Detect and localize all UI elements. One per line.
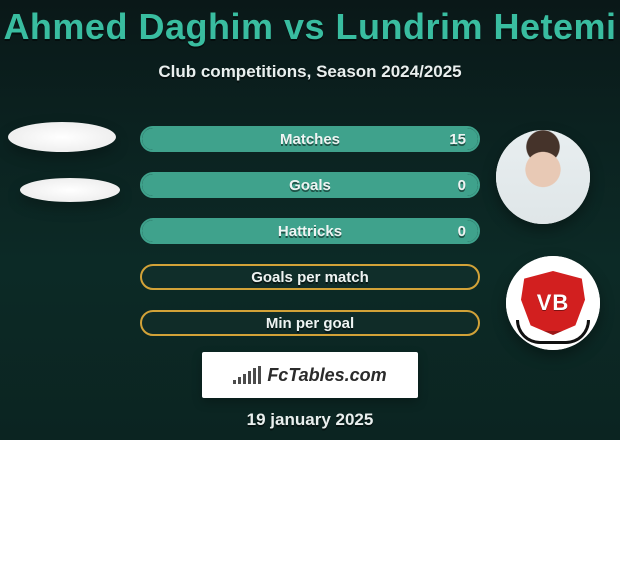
- stat-row: Goals0: [140, 172, 480, 198]
- page-title: Ahmed Daghim vs Lundrim Hetemi: [0, 0, 620, 48]
- date-label: 19 january 2025: [0, 410, 620, 430]
- stat-row: Hattricks0: [140, 218, 480, 244]
- stat-label: Matches: [142, 128, 478, 150]
- stat-value: 0: [458, 174, 466, 196]
- bar-chart-icon: [233, 366, 261, 384]
- stats-list: Matches15Goals0Hattricks0Goals per match…: [140, 126, 480, 356]
- face-icon: [496, 130, 590, 224]
- player1-avatar-blur: [8, 122, 116, 152]
- stat-label: Min per goal: [142, 312, 478, 334]
- player1-club-avatar-blur: [20, 178, 120, 202]
- stat-label: Hattricks: [142, 220, 478, 242]
- brand-label: FcTables.com: [267, 365, 386, 386]
- stat-row: Goals per match: [140, 264, 480, 290]
- subtitle: Club competitions, Season 2024/2025: [0, 62, 620, 82]
- stat-label: Goals: [142, 174, 478, 196]
- player2-avatar: [496, 130, 590, 224]
- stat-row: Matches15: [140, 126, 480, 152]
- stat-label: Goals per match: [142, 266, 478, 288]
- brand-badge[interactable]: FcTables.com: [202, 352, 418, 398]
- stat-value: 0: [458, 220, 466, 242]
- hero-panel: Ahmed Daghim vs Lundrim Hetemi Club comp…: [0, 0, 620, 440]
- stat-value: 15: [449, 128, 466, 150]
- stat-row: Min per goal: [140, 310, 480, 336]
- player2-club-badge: VB: [506, 256, 600, 350]
- club-badge-vb: VB: [506, 256, 600, 350]
- club-badge-text: VB: [537, 290, 570, 316]
